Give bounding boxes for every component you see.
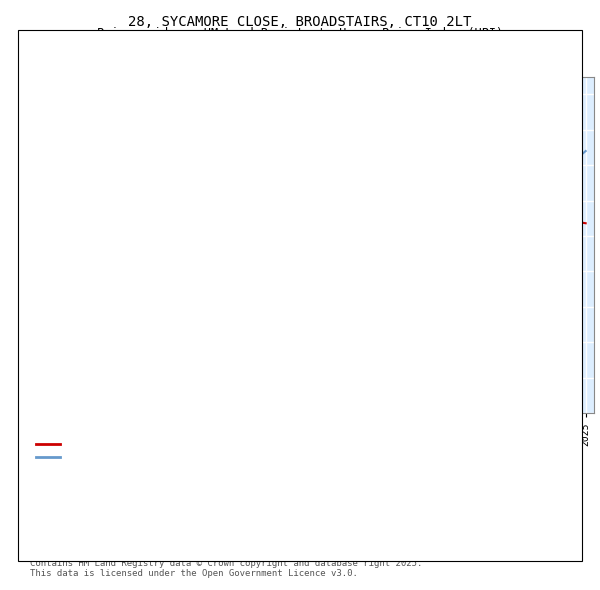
Text: 3: 3 [26, 512, 34, 521]
Text: 3: 3 [356, 119, 362, 129]
Text: 15% ↓ HPI: 15% ↓ HPI [312, 512, 373, 521]
Text: HPI: Average price, semi-detached house, Thanet: HPI: Average price, semi-detached house,… [66, 453, 360, 462]
Text: 2: 2 [221, 119, 228, 129]
Text: 6% ↑ HPI: 6% ↑ HPI [312, 494, 366, 503]
Text: 08-FEB-2011: 08-FEB-2011 [60, 512, 134, 521]
Text: Contains HM Land Registry data © Crown copyright and database right 2025.
This d: Contains HM Land Registry data © Crown c… [30, 559, 422, 578]
Text: Price paid vs. HM Land Registry's House Price Index (HPI): Price paid vs. HM Land Registry's House … [97, 27, 503, 40]
Text: 16-JAN-2003: 16-JAN-2003 [60, 494, 134, 503]
Text: £54,000: £54,000 [198, 476, 245, 486]
Text: 1: 1 [112, 119, 118, 129]
Text: 07-JUN-1996: 07-JUN-1996 [60, 476, 134, 486]
Text: £130,000: £130,000 [198, 494, 252, 503]
Text: 2: 2 [26, 494, 34, 503]
Text: 28, SYCAMORE CLOSE, BROADSTAIRS, CT10 2LT (semi-detached house): 28, SYCAMORE CLOSE, BROADSTAIRS, CT10 2L… [66, 439, 460, 448]
Text: 28, SYCAMORE CLOSE, BROADSTAIRS, CT10 2LT: 28, SYCAMORE CLOSE, BROADSTAIRS, CT10 2L… [128, 15, 472, 29]
Bar [69, 77, 94, 413]
Text: £145,000: £145,000 [198, 512, 252, 521]
Text: 15% ↑ HPI: 15% ↑ HPI [312, 476, 373, 486]
Text: 1: 1 [26, 476, 34, 486]
